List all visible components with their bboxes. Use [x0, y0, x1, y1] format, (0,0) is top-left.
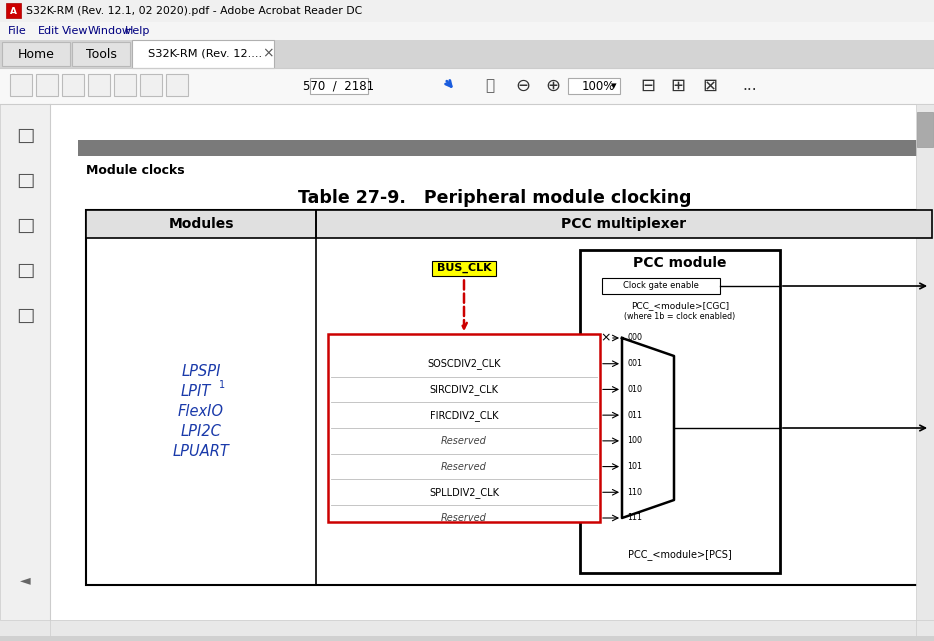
- Text: LPI2C: LPI2C: [180, 424, 221, 439]
- Bar: [72, 42, 130, 66]
- Text: ⊟: ⊟: [641, 77, 656, 95]
- Text: PCC module: PCC module: [633, 256, 727, 270]
- Text: □: □: [16, 171, 35, 190]
- Text: Modules: Modules: [168, 217, 234, 231]
- Bar: [114, 74, 136, 96]
- Bar: [8, 122, 42, 148]
- Text: ⊕: ⊕: [545, 77, 560, 95]
- Text: SOSCDIV2_CLK: SOSCDIV2_CLK: [427, 358, 501, 369]
- Bar: [602, 278, 720, 294]
- Text: BUS_CLK: BUS_CLK: [437, 263, 491, 273]
- Text: 010: 010: [627, 385, 642, 394]
- Text: S32K-RM (Rev. 12.1, 02 2020).pdf - Adobe Acrobat Reader DC: S32K-RM (Rev. 12.1, 02 2020).pdf - Adobe…: [26, 6, 362, 16]
- Text: ▾: ▾: [611, 81, 616, 91]
- Text: ✋: ✋: [486, 78, 495, 94]
- Text: S32K-RM (Rev. 12....: S32K-RM (Rev. 12....: [148, 49, 262, 59]
- Text: Module clocks: Module clocks: [86, 165, 185, 178]
- Text: ...: ...: [743, 78, 757, 94]
- Bar: [568, 78, 620, 94]
- Bar: [78, 140, 928, 156]
- Bar: [8, 302, 42, 328]
- Text: 100%: 100%: [582, 79, 616, 92]
- Text: LPSPI: LPSPI: [181, 364, 220, 379]
- Text: □: □: [16, 215, 35, 235]
- Text: Edit: Edit: [38, 26, 60, 36]
- Bar: [328, 334, 600, 522]
- Bar: [86, 210, 932, 238]
- Text: LPIT: LPIT: [181, 384, 211, 399]
- Bar: [6, 3, 21, 18]
- Bar: [310, 78, 368, 94]
- Bar: [0, 22, 934, 40]
- Text: Window: Window: [88, 26, 132, 36]
- Text: 011: 011: [627, 411, 642, 420]
- Text: ×: ×: [262, 46, 274, 60]
- Text: 100: 100: [627, 437, 642, 445]
- Text: FlexIO: FlexIO: [178, 404, 224, 419]
- Bar: [62, 74, 84, 96]
- Bar: [0, 0, 934, 22]
- Text: PCC multiplexer: PCC multiplexer: [561, 217, 686, 231]
- Text: A: A: [10, 6, 17, 15]
- Bar: [8, 167, 42, 193]
- Bar: [10, 74, 32, 96]
- Text: (where 1b = clock enabled): (where 1b = clock enabled): [624, 313, 736, 322]
- Text: Tools: Tools: [86, 47, 117, 60]
- Text: 000: 000: [627, 333, 642, 342]
- Text: □: □: [16, 306, 35, 324]
- Text: ⊠: ⊠: [702, 77, 717, 95]
- Bar: [132, 40, 274, 68]
- Text: 570  /  2181: 570 / 2181: [304, 79, 375, 92]
- Text: ◄: ◄: [20, 573, 30, 587]
- Bar: [2, 42, 70, 66]
- Text: Reserved: Reserved: [441, 436, 487, 446]
- Text: 101: 101: [627, 462, 642, 471]
- Bar: [140, 74, 162, 96]
- Text: 110: 110: [627, 488, 642, 497]
- Bar: [36, 74, 58, 96]
- Text: ⊞: ⊞: [671, 77, 686, 95]
- Text: FIRCDIV2_CLK: FIRCDIV2_CLK: [430, 410, 498, 420]
- Text: SIRCDIV2_CLK: SIRCDIV2_CLK: [430, 384, 499, 395]
- Bar: [917, 112, 933, 147]
- Bar: [86, 210, 932, 585]
- Bar: [8, 212, 42, 238]
- Text: 001: 001: [627, 359, 642, 368]
- Text: LPUART: LPUART: [173, 444, 230, 459]
- Text: PCC_<module>[CGC]: PCC_<module>[CGC]: [631, 301, 729, 310]
- Bar: [166, 74, 188, 96]
- Bar: [432, 260, 496, 276]
- Text: SPLLDIV2_CLK: SPLLDIV2_CLK: [429, 487, 499, 498]
- Text: PCC_<module>[PCS]: PCC_<module>[PCS]: [629, 549, 732, 560]
- Text: 1: 1: [219, 379, 225, 390]
- Bar: [580, 250, 780, 573]
- Text: Table 27-9.   Peripheral module clocking: Table 27-9. Peripheral module clocking: [298, 189, 692, 207]
- Text: View: View: [62, 26, 89, 36]
- Text: Home: Home: [18, 47, 54, 60]
- Text: Reserved: Reserved: [441, 513, 487, 523]
- Bar: [8, 257, 42, 283]
- Bar: [0, 40, 934, 68]
- Bar: [0, 104, 50, 620]
- Text: ⊖: ⊖: [516, 77, 531, 95]
- Text: 111: 111: [627, 513, 642, 522]
- Bar: [916, 104, 934, 620]
- Bar: [50, 620, 916, 636]
- Text: Help: Help: [125, 26, 150, 36]
- Text: Reserved: Reserved: [441, 462, 487, 472]
- Bar: [0, 68, 934, 104]
- Bar: [0, 636, 934, 641]
- Text: Clock gate enable: Clock gate enable: [623, 281, 699, 290]
- Text: □: □: [16, 126, 35, 144]
- Text: File: File: [8, 26, 27, 36]
- Text: □: □: [16, 260, 35, 279]
- Bar: [88, 74, 110, 96]
- Text: ×: ×: [601, 331, 611, 344]
- Bar: [50, 104, 934, 620]
